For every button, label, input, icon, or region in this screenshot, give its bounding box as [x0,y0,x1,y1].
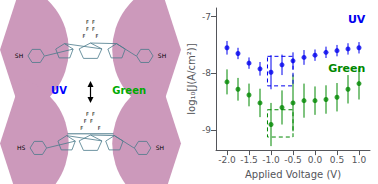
svg-text:F: F [98,125,101,131]
svg-text:Applied Voltage (V): Applied Voltage (V) [245,169,341,180]
svg-text:UV: UV [348,13,366,26]
svg-text:Green: Green [112,85,146,96]
svg-text:0.0: 0.0 [308,155,323,165]
svg-text:-0.5: -0.5 [284,155,302,165]
svg-text:F F: F F [86,19,95,25]
svg-text:UV: UV [51,85,67,96]
svg-text:F F: F F [86,26,95,32]
svg-text:SH: SH [158,52,166,59]
svg-text:F F: F F [84,118,93,124]
svg-text:HS: HS [17,144,26,151]
svg-text:1.0: 1.0 [352,155,367,165]
svg-text:-7: -7 [202,12,211,22]
svg-text:F F: F F [86,111,95,117]
svg-text:-9: -9 [202,125,211,135]
svg-text:F: F [80,125,83,131]
svg-text:SH: SH [15,52,23,59]
svg-text:SH: SH [156,144,164,151]
svg-text:-8: -8 [202,68,211,78]
svg-text:-1.0: -1.0 [262,155,280,165]
svg-text:Green: Green [328,62,365,75]
svg-text:F: F [96,33,99,39]
svg-text:F: F [83,33,86,39]
svg-text:-1.5: -1.5 [240,155,258,165]
svg-text:-2.0: -2.0 [218,155,236,165]
svg-text:0.5: 0.5 [330,155,344,165]
svg-text:log₁₀[J(A/cm²)]: log₁₀[J(A/cm²)] [186,43,197,114]
